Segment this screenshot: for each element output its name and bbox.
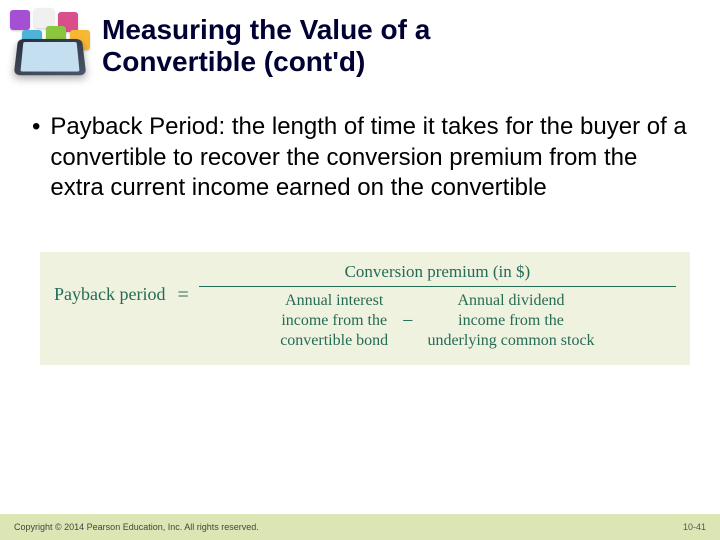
app-tile-icon (10, 10, 30, 30)
denom-right-line2: income from the (458, 312, 564, 329)
denom-right: Annual dividend income from the underlyi… (427, 291, 594, 351)
denom-left: Annual interest income from the converti… (280, 291, 388, 351)
bullet-text: Payback Period: the length of time it ta… (50, 112, 690, 204)
logo-tablet-apps-icon (6, 8, 94, 80)
denom-left-line3: convertible bond (280, 332, 388, 349)
denom-left-line1: Annual interest (285, 292, 383, 309)
formula-rhs: Conversion premium (in $) Annual interes… (199, 262, 676, 351)
formula-lhs: Payback period (54, 262, 165, 305)
bullet-item: • Payback Period: the length of time it … (32, 112, 690, 204)
denom-left-line2: income from the (281, 312, 387, 329)
formula-numerator: Conversion premium (in $) (199, 262, 676, 286)
tablet-icon (14, 39, 87, 75)
page-number: 10-41 (683, 522, 706, 532)
formula-denominator: Annual interest income from the converti… (199, 287, 676, 351)
slide-title: Measuring the Value of a Convertible (co… (94, 8, 430, 78)
bullet-term: Payback Period (50, 113, 218, 140)
formula-box: Payback period = Conversion premium (in … (40, 252, 690, 365)
denom-right-line3: underlying common stock (427, 332, 594, 349)
formula-equals: = (165, 262, 198, 307)
denom-right-line1: Annual dividend (457, 292, 564, 309)
title-line-1: Measuring the Value of a (102, 14, 430, 45)
copyright-text: Copyright © 2014 Pearson Education, Inc.… (14, 522, 259, 532)
slide-footer: Copyright © 2014 Pearson Education, Inc.… (0, 514, 720, 540)
slide-header: Measuring the Value of a Convertible (co… (0, 0, 720, 84)
minus-sign: − (388, 310, 427, 333)
app-tile-icon (34, 8, 54, 28)
title-line-2: Convertible (cont'd) (102, 46, 365, 77)
bullet-marker-icon: • (32, 112, 50, 142)
slide-body: • Payback Period: the length of time it … (0, 84, 720, 204)
